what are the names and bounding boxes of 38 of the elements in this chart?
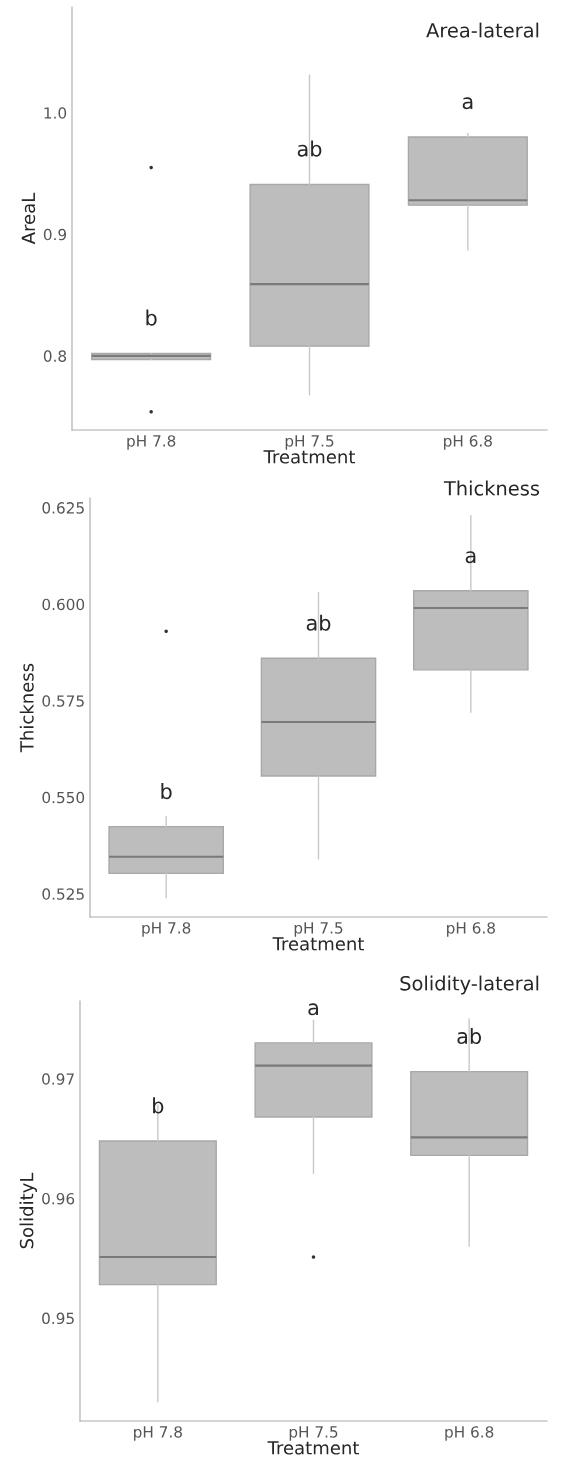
y-tick-label: 0.96 [42,1192,75,1205]
y-tick-label: 0.97 [42,1073,74,1085]
x-tick-label: pH 6.8 [444,435,492,450]
annotation: a [462,97,473,110]
y-tick-label: 0.525 [42,888,84,900]
x-axis-title: Treatment [267,1441,359,1455]
x-tick-label: pH 6.8 [445,1426,494,1441]
y-axis-title: Thickness [19,663,34,753]
annotation: ab [297,140,322,157]
y-tick-label: 0.600 [42,598,85,611]
x-tick-label: pH 7.8 [127,435,176,450]
text: Area-lateral [426,22,539,38]
annotation: a [465,551,476,564]
x-tick-label: pH 7.8 [134,1426,182,1441]
annotation: ab [306,614,331,631]
y-tick-label: 1.0 [44,107,67,119]
x-tick-label: pH 7.5 [289,1426,338,1441]
annotation: a [308,1003,318,1016]
annotation: b [153,1097,164,1114]
y-tick-label: 0.550 [42,791,85,804]
annotation: ab [457,1027,482,1045]
y-tick-label: 0.8 [43,350,67,362]
y-tick-label: 0.625 [42,502,84,514]
annotation: b [146,309,157,326]
y-tick-label: 0.95 [42,1312,74,1325]
x-axis-title: Treatment [272,937,364,951]
y-axis-title: SolidityL [19,1172,37,1249]
x-tick-label: pH 7.8 [142,922,191,937]
annotation: b [161,783,172,800]
x-axis-title: Treatment [263,450,355,464]
x-tick-label: pH 7.5 [294,922,343,937]
chart-title: Solidity-lateral [400,975,539,995]
x-tick-label: pH 6.8 [447,922,495,937]
chart-title: Thickness [443,480,540,496]
y-tick-label: 0.575 [42,695,84,707]
y-axis-title: AreaL [21,192,36,245]
x-tick-label: pH 7.5 [285,435,334,450]
y-tick-label: 0.9 [43,228,67,241]
